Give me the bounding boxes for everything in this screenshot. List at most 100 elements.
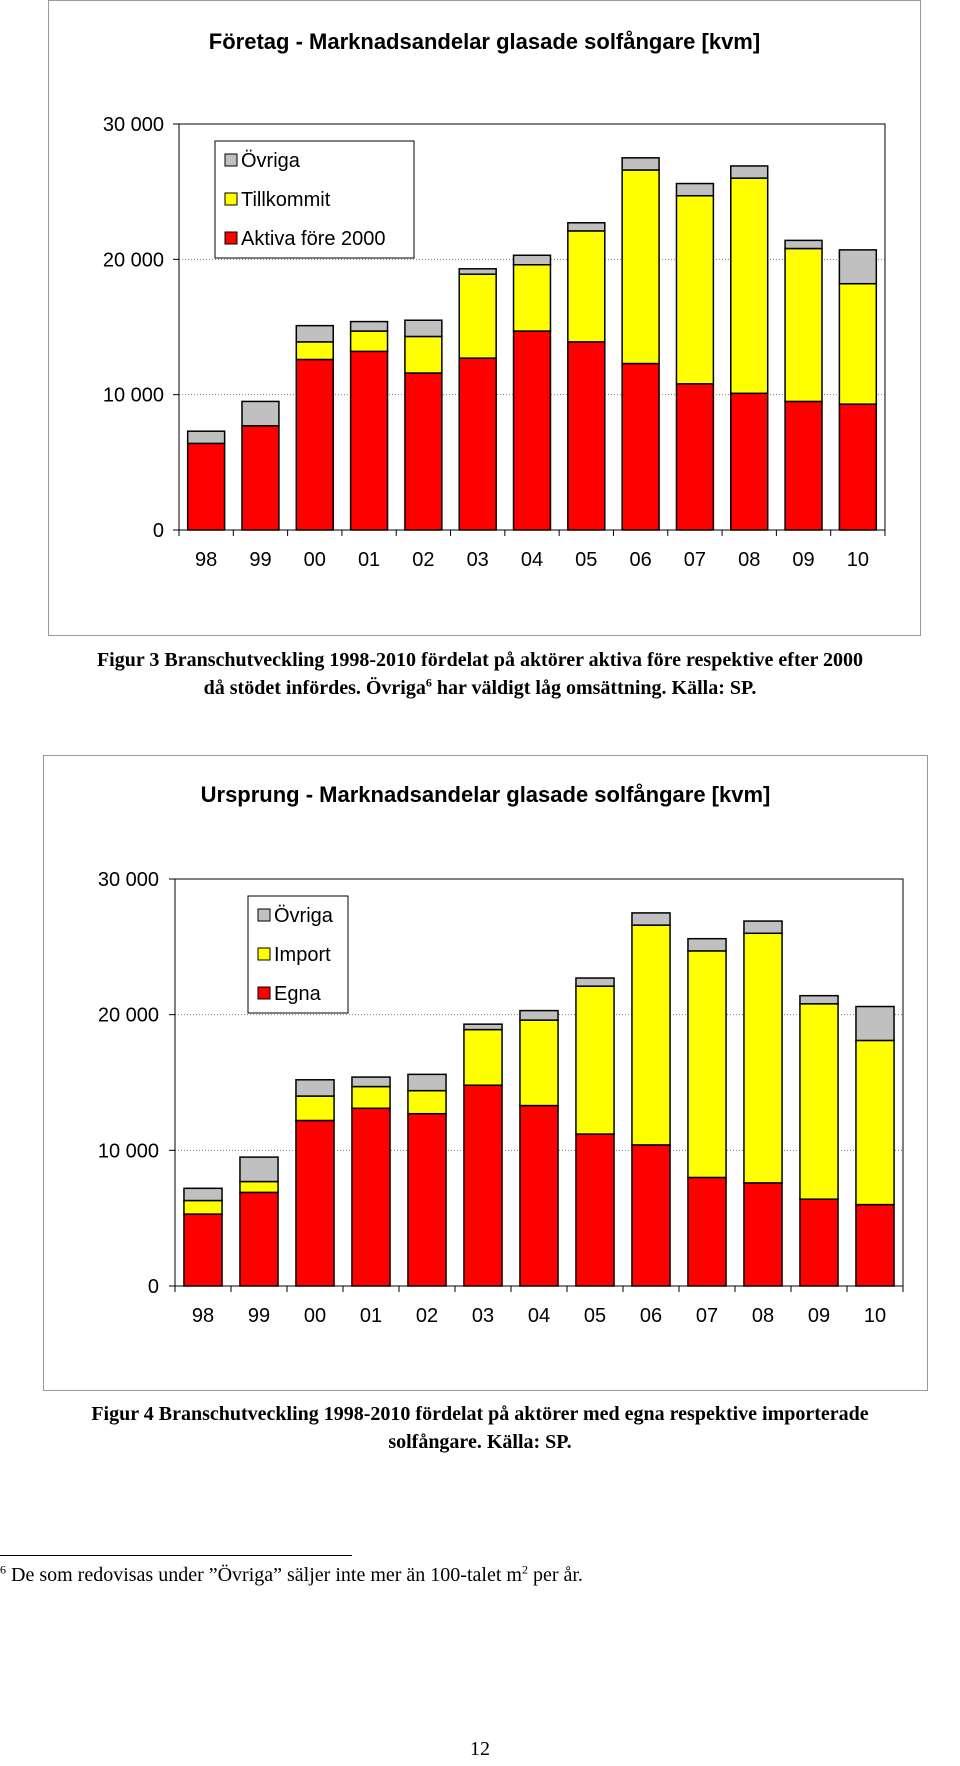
- bar-segment: [404, 319, 443, 338]
- footnote-divider: [0, 1555, 352, 1556]
- y-tick-label: 10 000: [103, 385, 164, 407]
- x-tick-label: 99: [248, 1305, 270, 1327]
- chart-title: Företag - Marknadsandelar glasade solfån…: [209, 29, 760, 54]
- bar-segment: [512, 263, 552, 332]
- bar-segment: [295, 358, 334, 531]
- x-tick-label: 09: [792, 549, 814, 571]
- bar-segment: [239, 1191, 279, 1287]
- bar-segment: [183, 1199, 223, 1215]
- bar-segment: [349, 350, 389, 531]
- x-tick-label: 98: [192, 1305, 214, 1327]
- bar-segment: [463, 1084, 503, 1287]
- bar-segment: [463, 1023, 503, 1031]
- legend-label: Övriga: [241, 150, 301, 172]
- x-tick-label: 06: [640, 1305, 662, 1327]
- bar-segment: [407, 1112, 447, 1287]
- bar-segment: [631, 1144, 671, 1287]
- x-tick-label: 00: [304, 1305, 326, 1327]
- bar-segment: [675, 383, 715, 531]
- bar-segment: [730, 392, 769, 531]
- x-tick-label: 08: [738, 549, 760, 571]
- bar-segment: [675, 194, 715, 385]
- legend-label: Aktiva före 2000: [241, 228, 386, 250]
- figure-3-caption: Figur 3 Branschutveckling 1998-2010 förd…: [0, 646, 960, 702]
- bar-segment: [784, 247, 823, 403]
- legend: Övriga Tillkommit Aktiva före 2000: [214, 140, 415, 259]
- x-tick-label: 05: [584, 1305, 606, 1327]
- y-tick-label: 20 000: [98, 1005, 159, 1027]
- bar-segment: [621, 157, 660, 171]
- bar-segment: [675, 182, 715, 197]
- bar-segment: [631, 912, 671, 926]
- x-tick-label: 02: [412, 549, 434, 571]
- figure-3-caption-line-2: då stödet infördes. Övriga6 har väldigt …: [0, 674, 960, 702]
- bar-segment: [183, 1213, 223, 1287]
- figure-4-caption: Figur 4 Branschutveckling 1998-2010 förd…: [0, 1400, 960, 1456]
- figure-3-chart: Företag - Marknadsandelar glasade solfån…: [48, 0, 921, 636]
- bar-segment: [730, 177, 769, 395]
- footnote-number: 6: [0, 1562, 6, 1577]
- x-tick-label: 00: [304, 549, 326, 571]
- bar-segment: [743, 1182, 783, 1287]
- bar-segment: [575, 985, 615, 1135]
- legend-label: Övriga: [274, 905, 334, 927]
- bar-segment: [295, 324, 334, 343]
- bar-segment: [404, 372, 443, 531]
- bar-segment: [186, 442, 226, 531]
- y-tick-label: 30 000: [103, 114, 164, 136]
- x-tick-label: 10: [864, 1305, 886, 1327]
- bar-segment: [458, 273, 497, 359]
- x-tick-label: 06: [629, 549, 651, 571]
- legend-swatch: [224, 231, 238, 245]
- footnote-text-start: De som redovisas under ”Övriga” säljer i…: [6, 1564, 522, 1586]
- x-tick-label: 04: [528, 1305, 550, 1327]
- legend-swatch: [257, 947, 271, 961]
- bar-segment: [239, 1180, 279, 1194]
- bar-segment: [407, 1073, 447, 1092]
- bar-segment: [186, 430, 226, 445]
- x-tick-label: 07: [684, 549, 706, 571]
- legend-swatch: [224, 153, 238, 167]
- bar-segment: [295, 341, 334, 361]
- bar-segment: [784, 239, 823, 250]
- bar-segment: [687, 937, 727, 952]
- bar-segment: [621, 362, 660, 531]
- figure-4-caption-line-2: solfångare. Källa: SP.: [388, 1431, 572, 1453]
- figure-4-chart: Ursprung - Marknadsandelar glasade solfå…: [43, 755, 928, 1391]
- x-tick-label: 03: [467, 549, 489, 571]
- legend-box: [214, 140, 415, 259]
- bar-segment: [631, 924, 671, 1146]
- footnote-reference: 6: [425, 675, 432, 690]
- bar-segment: [567, 230, 606, 343]
- bar-segment: [575, 1133, 615, 1287]
- x-tick-label: 05: [575, 549, 597, 571]
- page-number: 12: [470, 1738, 490, 1760]
- bar-segment: [295, 1119, 335, 1287]
- bar-segment: [407, 1089, 447, 1115]
- legend-label: Tillkommit: [241, 189, 331, 211]
- figure-3-caption-line-1: Figur 3 Branschutveckling 1998-2010 förd…: [96, 649, 864, 671]
- bar-segment: [349, 330, 389, 353]
- bar-segment: [239, 1156, 279, 1183]
- bar-segment: [855, 1005, 895, 1042]
- bar-segment: [855, 1203, 895, 1287]
- bar-segment: [351, 1107, 391, 1287]
- bar-segment: [458, 268, 497, 275]
- bar-segment: [855, 1039, 895, 1206]
- x-tick-label: 01: [360, 1305, 382, 1327]
- chart-title: Ursprung - Marknadsandelar glasade solfå…: [201, 782, 771, 807]
- bar-segment: [575, 977, 615, 987]
- bar-segment: [183, 1187, 223, 1202]
- bar-segment: [351, 1076, 391, 1088]
- bar-segment: [799, 1003, 839, 1200]
- y-tick-label: 30 000: [98, 869, 159, 891]
- chart-3-svg: Företag - Marknadsandelar glasade solfån…: [103, 29, 886, 571]
- bar-segment: [621, 169, 660, 365]
- bar-segment: [351, 1085, 391, 1110]
- y-tick-label: 20 000: [103, 249, 164, 271]
- bar-segment: [295, 1079, 335, 1097]
- bar-segment: [512, 330, 552, 531]
- bar-segment: [799, 1198, 839, 1287]
- legend-swatch: [224, 192, 238, 206]
- bar-segment: [567, 222, 606, 232]
